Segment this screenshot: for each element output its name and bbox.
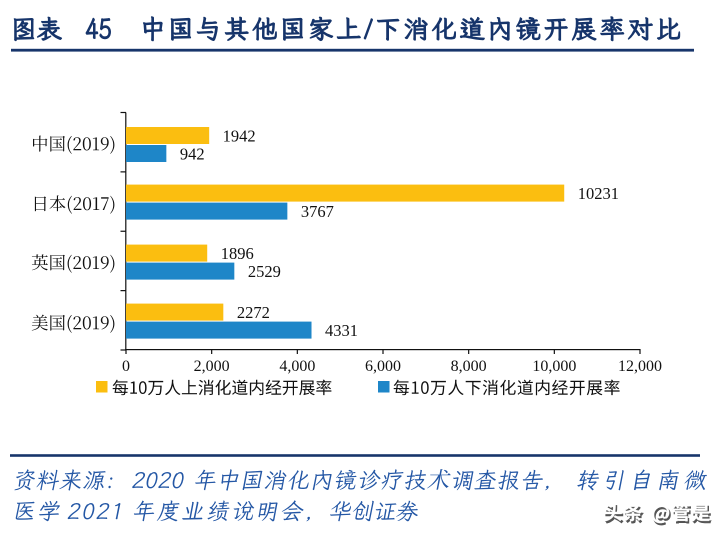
- svg-text:8,000: 8,000: [451, 358, 487, 375]
- svg-text:2529: 2529: [248, 262, 281, 281]
- svg-text:2272: 2272: [237, 303, 270, 322]
- svg-text:12,000: 12,000: [618, 358, 662, 375]
- svg-text:10231: 10231: [578, 184, 619, 203]
- svg-text:4,000: 4,000: [279, 358, 315, 375]
- svg-text:6,000: 6,000: [365, 358, 401, 375]
- svg-text:4331: 4331: [325, 321, 358, 340]
- svg-text:10,000: 10,000: [532, 358, 576, 375]
- svg-text:2,000: 2,000: [194, 358, 230, 375]
- svg-text:3767: 3767: [301, 202, 334, 221]
- svg-text:1896: 1896: [221, 244, 254, 263]
- svg-text:942: 942: [180, 144, 205, 163]
- svg-text:0: 0: [122, 358, 130, 375]
- svg-text:1942: 1942: [223, 126, 256, 145]
